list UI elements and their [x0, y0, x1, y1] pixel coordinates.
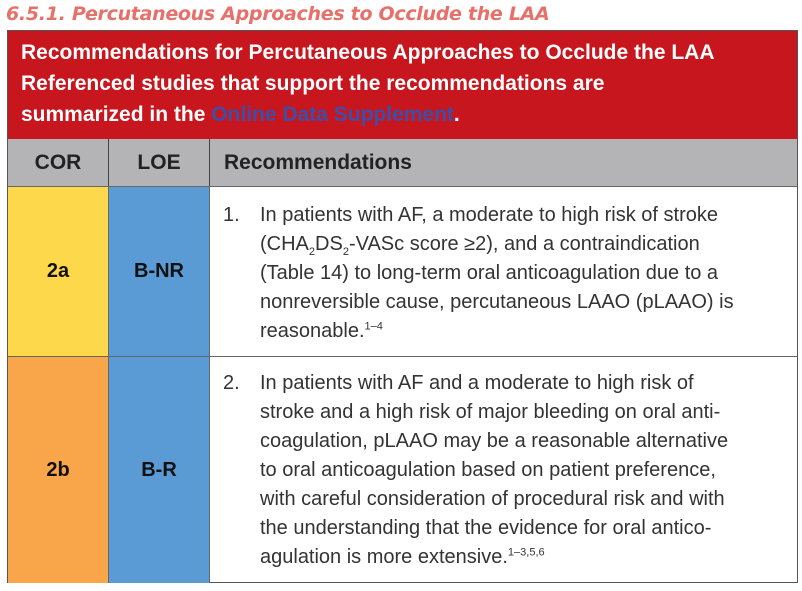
text-line: stroke and a high risk of major bleeding…	[260, 401, 721, 423]
reference-superscript: 1–3,5,6	[507, 546, 545, 559]
online-data-supplement-link[interactable]: Online Data Supplement	[211, 103, 454, 126]
text: (CHA	[260, 233, 309, 255]
text-line: with careful consideration of procedural…	[260, 488, 725, 510]
column-header-cor: COR	[8, 139, 109, 186]
text-line: (CHA2DS2-VASc score ≥2), and a contraind…	[260, 230, 797, 259]
table-header-banner: Recommendations for Percutaneous Approac…	[8, 31, 797, 139]
text-line: (Table 14) to long-term oral anticoagula…	[260, 262, 719, 284]
recommendation-text: 1. In patients with AF, a moderate to hi…	[210, 186, 797, 356]
header-line: Recommendations for Percutaneous Approac…	[21, 41, 715, 64]
cor-cell: 2a	[8, 186, 109, 356]
header-text: summarized in the	[21, 103, 212, 126]
text-line: coagulation, pLAAO may be a reasonable a…	[260, 430, 729, 452]
reference-superscript: 1–4	[364, 320, 383, 333]
rec-number: 2.	[223, 372, 240, 394]
subscript: 2	[342, 246, 349, 258]
recommendation-text: 2. In patients with AF and a moderate to…	[210, 356, 797, 583]
text-line: In patients with AF, a moderate to high …	[260, 204, 719, 226]
text: -VASc score ≥2), and a contraindication	[348, 233, 700, 255]
text-line: the understanding that the evidence for …	[260, 517, 712, 539]
column-header-loe: LOE	[109, 139, 210, 186]
section-title: 6.5.1. Percutaneous Approaches to Occlud…	[6, 3, 550, 25]
header-line: summarized in the Online Data Supplement…	[21, 99, 797, 130]
column-header-recommendations: Recommendations	[210, 139, 797, 186]
header-text: .	[453, 103, 460, 126]
text-line: In patients with AF and a moderate to hi…	[260, 372, 694, 394]
loe-cell: B-NR	[109, 186, 210, 356]
subscript: 2	[308, 246, 316, 258]
text: DS	[315, 233, 343, 255]
loe-cell: B-R	[109, 356, 210, 583]
text: agulation is more extensive.	[260, 546, 508, 568]
text-line: reasonable.1–4	[260, 317, 797, 346]
recommendation-table: Recommendations for Percutaneous Approac…	[7, 30, 798, 583]
header-line: Referenced studies that support the reco…	[21, 72, 605, 95]
text: reasonable.	[260, 320, 365, 342]
text-line: agulation is more extensive.1–3,5,6	[260, 543, 797, 572]
text-line: to oral anticoagulation based on patient…	[260, 459, 716, 481]
text-line: nonreversible cause, percutaneous LAAO (…	[260, 291, 734, 313]
cor-cell: 2b	[8, 356, 109, 583]
rec-number: 1.	[223, 204, 240, 226]
